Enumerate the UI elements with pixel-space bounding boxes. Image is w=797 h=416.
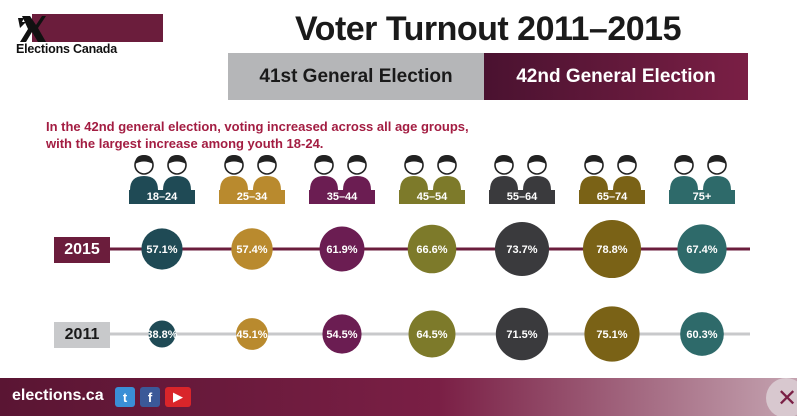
people-icon [310,155,371,190]
person-body-0 [400,176,428,190]
logo-bar [32,14,163,42]
people-icon [130,155,191,190]
people-icon [220,155,281,190]
bubble-label-2015-4: 73.7% [506,244,537,256]
person-hair-1 [618,155,636,164]
age-group-5: 65–74 [577,152,647,204]
person-hair-1 [258,155,276,164]
bubble-label-2015-1: 57.4% [236,244,267,256]
bubble-2011-4 [495,307,549,361]
person-body-1 [343,176,371,190]
bubble-label-2015-6: 67.4% [686,244,717,256]
person-body-0 [580,176,608,190]
age-group-1: 25–34 [217,152,287,204]
bubble-2015-2 [319,226,365,272]
person-hair-0 [135,155,153,164]
bubble-label-2011-3: 64.5% [416,329,447,341]
person-body-0 [130,176,158,190]
bubble-label-2011-5: 75.1% [596,329,627,341]
person-body-1 [523,176,551,190]
bubble-2011-6 [680,312,724,356]
person-hair-1 [168,155,186,164]
footer-site-link[interactable]: elections.ca [12,387,104,404]
age-label-6: 75+ [669,190,735,204]
bubble-2011-2 [322,314,362,354]
person-hair-1 [708,155,726,164]
person-hair-1 [438,155,456,164]
age-group-6: 75+ [667,152,737,204]
youtube-icon[interactable]: ▶ [165,387,191,407]
bubble-2011-3 [408,310,456,358]
person-body-0 [310,176,338,190]
bubble-2015-1 [231,228,273,270]
age-label-4: 55–64 [489,190,555,204]
age-group-3: 45–54 [397,152,467,204]
people-icon [400,155,461,190]
age-group-2: 35–44 [307,152,377,204]
person-body-1 [703,176,731,190]
bubble-label-2015-0: 57.1% [146,244,177,256]
person-hair-1 [348,155,366,164]
person-hair-0 [405,155,423,164]
page-title: Voter Turnout 2011–2015 [295,10,681,48]
bubble-label-2011-0: 38.8% [146,329,177,341]
person-body-0 [490,176,518,190]
bubble-label-2011-2: 54.5% [326,329,357,341]
bubble-label-2015-5: 78.8% [596,244,627,256]
age-label-1: 25–34 [219,190,285,204]
turnout-bubble-chart: 57.1% 57.4% 61.9% 66.6% 73.7% 78.8% 67.4% 38.8%… [110,219,750,362]
corner-close-icon: ✕ [766,378,797,416]
bubble-2011-0 [148,320,176,348]
bubble-label-2011-6: 60.3% [686,329,717,341]
elections-canada-logo: Elections Canada [10,8,163,58]
bubble-2015-0 [141,228,183,270]
banner-41st-election: 41st General Election [228,53,484,100]
bubble-2011-5 [584,306,640,362]
person-body-0 [670,176,698,190]
logo-text: Elections Canada [16,42,117,56]
person-body-1 [163,176,191,190]
bubble-2011-1 [236,318,268,350]
bubble-2015-4 [494,221,550,277]
bubble-2015-3 [407,224,457,274]
banner-42nd-election: 42nd General Election [484,53,748,100]
bubble-2015-5 [582,219,642,279]
subtitle-line-1: In the 42nd general election, voting inc… [46,119,469,134]
person-body-1 [433,176,461,190]
bubble-2015-6 [677,224,727,274]
people-icon [670,155,731,190]
person-hair-0 [315,155,333,164]
bubble-label-2015-2: 61.9% [326,244,357,256]
subtitle: In the 42nd general election, voting inc… [46,118,566,152]
bubble-label-2015-3: 66.6% [416,244,447,256]
twitter-icon[interactable]: t [115,387,135,407]
people-icon [490,155,551,190]
person-hair-1 [528,155,546,164]
subtitle-line-2: with the largest increase among youth 18… [46,136,324,151]
age-group-0: 18–24 [127,152,197,204]
age-group-4: 55–64 [487,152,557,204]
people-icon [580,155,641,190]
bubble-label-2011-1: 45.1% [236,329,267,341]
person-body-1 [613,176,641,190]
person-body-1 [253,176,281,190]
row-label-2011: 2011 [54,322,110,348]
age-label-3: 45–54 [399,190,465,204]
age-label-5: 65–74 [579,190,645,204]
logo-x-icon [18,16,46,42]
person-hair-0 [495,155,513,164]
person-hair-0 [585,155,603,164]
facebook-icon[interactable]: f [140,387,160,407]
footer-bar: elections.ca t f ▶ [0,378,797,416]
person-hair-0 [225,155,243,164]
age-label-2: 35–44 [309,190,375,204]
row-label-2015: 2015 [54,237,110,263]
person-hair-0 [675,155,693,164]
age-label-0: 18–24 [129,190,195,204]
person-body-0 [220,176,248,190]
bubble-label-2011-4: 71.5% [506,329,537,341]
